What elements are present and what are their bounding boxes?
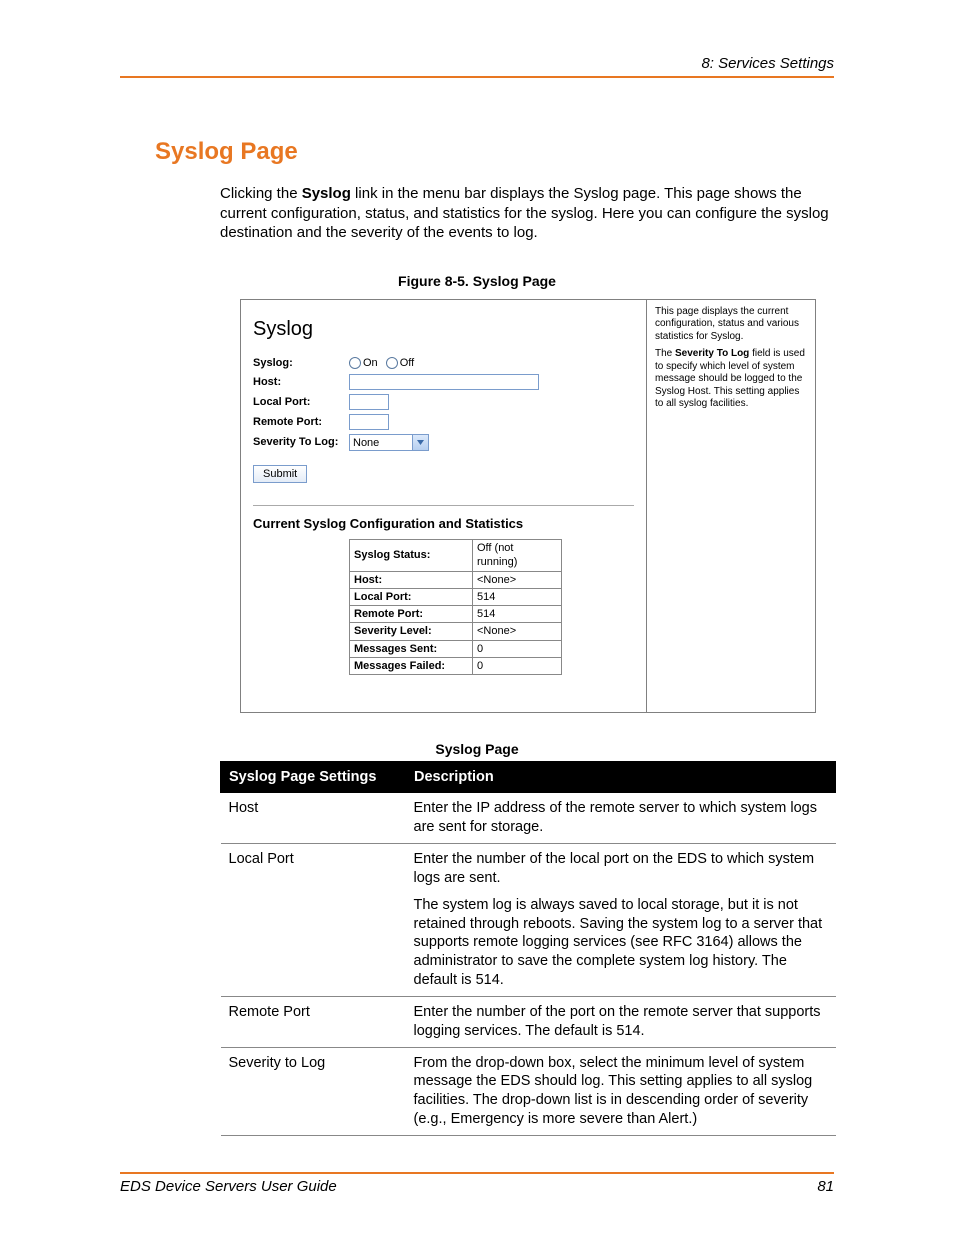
table-row: Local Port:514 — [350, 588, 562, 605]
help-p2: The Severity To Log field is used to spe… — [655, 348, 807, 411]
table-row: HostEnter the IP address of the remote s… — [221, 793, 836, 844]
row-host: Host: — [253, 374, 634, 390]
radio-on-label: On — [363, 356, 378, 370]
row-syslog-state: Syslog: On Off — [253, 356, 634, 370]
table-row: Syslog Status:Off (not running) — [350, 539, 562, 571]
setting-desc: Enter the number of the port on the remo… — [406, 996, 836, 1047]
page-footer: EDS Device Servers User Guide 81 — [120, 1172, 834, 1195]
stat-value: 514 — [473, 606, 562, 623]
footer-left: EDS Device Servers User Guide — [120, 1178, 337, 1195]
stat-key: Messages Failed: — [350, 658, 473, 675]
setting-desc: Enter the number of the local port on th… — [406, 844, 836, 997]
stat-key: Remote Port: — [350, 606, 473, 623]
stat-key: Host: — [350, 571, 473, 588]
footer-right: 81 — [817, 1178, 834, 1195]
stat-value: Off (not running) — [473, 539, 562, 571]
divider — [253, 505, 634, 506]
input-remoteport[interactable] — [349, 414, 389, 430]
chevron-down-icon[interactable] — [412, 435, 428, 450]
label-severity: Severity To Log: — [253, 435, 349, 449]
submit-button[interactable]: Submit — [253, 465, 307, 483]
stat-value: 0 — [473, 658, 562, 675]
desc-paragraph: Enter the number of the port on the remo… — [414, 1003, 828, 1041]
stat-key: Syslog Status: — [350, 539, 473, 571]
breadcrumb: 8: Services Settings — [701, 55, 834, 72]
setting-name: Severity to Log — [221, 1047, 406, 1135]
help-panel: This page displays the current configura… — [646, 300, 815, 712]
row-localport: Local Port: — [253, 394, 634, 410]
desc-paragraph: Enter the number of the local port on th… — [414, 850, 828, 888]
label-syslog: Syslog: — [253, 356, 349, 370]
panel-title: Syslog — [253, 316, 634, 342]
table-row: Remote PortEnter the number of the port … — [221, 996, 836, 1047]
desc-paragraph: Enter the IP address of the remote serve… — [414, 799, 828, 837]
syslog-form-panel: Syslog Syslog: On Off Host: Local Port: — [241, 300, 646, 712]
syslog-screenshot: Syslog Syslog: On Off Host: Local Port: — [240, 299, 816, 713]
table-row: Severity to LogFrom the drop-down box, s… — [221, 1047, 836, 1135]
stat-value: <None> — [473, 623, 562, 640]
help-p2-pre: The — [655, 348, 675, 359]
stats-table: Syslog Status:Off (not running)Host:<Non… — [349, 539, 562, 675]
setting-name: Host — [221, 793, 406, 844]
stat-value: 514 — [473, 588, 562, 605]
th-settings: Syslog Page Settings — [221, 761, 406, 793]
radio-off[interactable] — [386, 357, 398, 369]
setting-desc: Enter the IP address of the remote serve… — [406, 793, 836, 844]
table-row: Messages Failed:0 — [350, 658, 562, 675]
stat-value: 0 — [473, 640, 562, 657]
setting-desc: From the drop-down box, select the minim… — [406, 1047, 836, 1135]
input-host[interactable] — [349, 374, 539, 390]
label-localport: Local Port: — [253, 395, 349, 409]
desc-paragraph: From the drop-down box, select the minim… — [414, 1054, 828, 1129]
figure-caption: Figure 8-5. Syslog Page — [120, 273, 834, 289]
table-row: Remote Port:514 — [350, 606, 562, 623]
page-header: 8: Services Settings — [120, 55, 834, 78]
intro-pre: Clicking the — [220, 185, 302, 202]
stat-key: Messages Sent: — [350, 640, 473, 657]
help-p2-bold: Severity To Log — [675, 348, 749, 359]
stat-key: Severity Level: — [350, 623, 473, 640]
table-row: Local PortEnter the number of the local … — [221, 844, 836, 997]
settings-table: Syslog Page Settings Description HostEnt… — [220, 761, 836, 1137]
row-severity: Severity To Log: None — [253, 434, 634, 451]
stat-value: <None> — [473, 571, 562, 588]
table-row: Host:<None> — [350, 571, 562, 588]
radio-on[interactable] — [349, 357, 361, 369]
stat-key: Local Port: — [350, 588, 473, 605]
stats-subhead: Current Syslog Configuration and Statist… — [253, 516, 634, 533]
table-row: Severity Level:<None> — [350, 623, 562, 640]
th-description: Description — [406, 761, 836, 793]
select-severity-value: None — [350, 435, 412, 450]
setting-name: Remote Port — [221, 996, 406, 1047]
desc-paragraph: The system log is always saved to local … — [414, 896, 828, 990]
setting-name: Local Port — [221, 844, 406, 997]
table-row: Messages Sent:0 — [350, 640, 562, 657]
table-caption: Syslog Page — [120, 741, 834, 757]
help-p1: This page displays the current configura… — [655, 306, 807, 344]
radio-off-label: Off — [400, 356, 414, 370]
select-severity[interactable]: None — [349, 434, 429, 451]
intro-bold: Syslog — [302, 185, 351, 202]
row-remoteport: Remote Port: — [253, 414, 634, 430]
intro-paragraph: Clicking the Syslog link in the menu bar… — [220, 184, 834, 243]
label-remoteport: Remote Port: — [253, 415, 349, 429]
section-title: Syslog Page — [155, 138, 834, 166]
label-host: Host: — [253, 375, 349, 389]
input-localport[interactable] — [349, 394, 389, 410]
